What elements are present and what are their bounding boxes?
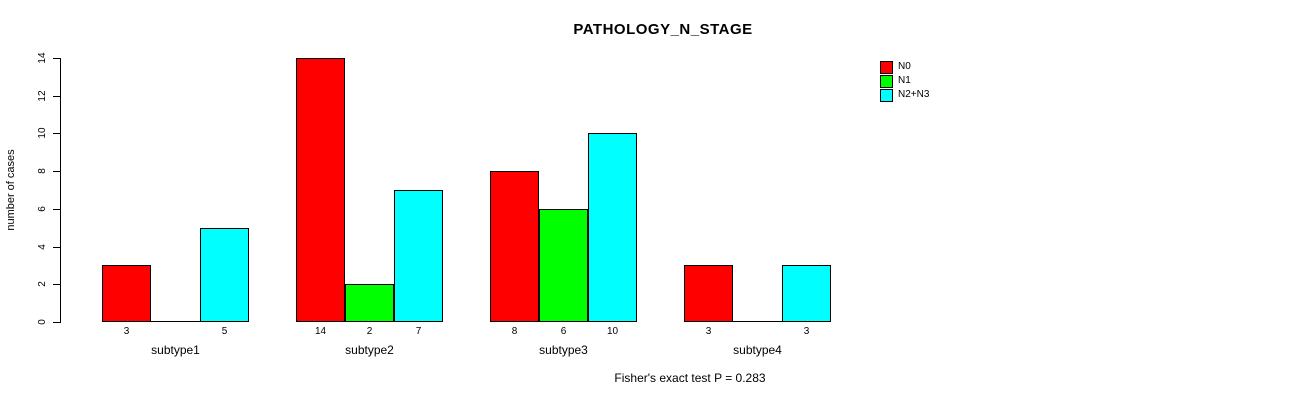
bar-N0-subtype4 xyxy=(684,265,733,322)
chart-title: PATHOLOGY_N_STAGE xyxy=(573,21,753,38)
legend-swatch xyxy=(880,88,893,102)
legend-label: N2+N3 xyxy=(898,89,930,100)
bar-value-label: 2 xyxy=(366,326,373,337)
legend-item-N0: N0 xyxy=(880,60,929,74)
bar-N0-subtype1 xyxy=(102,265,151,322)
y-tick-label: 6 xyxy=(37,206,48,212)
legend-swatch xyxy=(880,74,893,88)
y-tick-mark xyxy=(53,133,60,134)
bar-N2+N3-subtype3 xyxy=(588,133,637,322)
y-tick-mark xyxy=(53,58,60,59)
legend-item-N2+N3: N2+N3 xyxy=(880,88,930,102)
bar-value-label: 7 xyxy=(415,326,422,337)
bar-value-label: 14 xyxy=(314,326,327,337)
y-tick-mark xyxy=(53,96,60,97)
y-tick-mark xyxy=(53,322,60,323)
y-tick-label: 12 xyxy=(37,90,48,102)
legend: N0 N1 N2+N3 xyxy=(880,60,930,103)
bar-value-label: 3 xyxy=(705,326,712,337)
bar-N1-subtype4-zero xyxy=(733,321,782,322)
category-label-subtype1: subtype1 xyxy=(151,343,200,357)
bar-N1-subtype2 xyxy=(345,284,394,322)
bar-value-label: 10 xyxy=(606,326,619,337)
y-tick-label: 2 xyxy=(37,281,48,287)
y-tick-mark xyxy=(53,209,60,210)
legend-swatch xyxy=(880,60,893,74)
category-label-subtype4: subtype4 xyxy=(733,343,782,357)
y-tick-label: 10 xyxy=(37,127,48,139)
bar-value-label: 6 xyxy=(560,326,567,337)
bar-N2+N3-subtype4 xyxy=(782,265,831,322)
bar-N2+N3-subtype2 xyxy=(394,190,443,322)
y-tick-label: 14 xyxy=(37,52,48,64)
bar-N2+N3-subtype1 xyxy=(200,228,249,322)
y-axis-line xyxy=(60,58,61,323)
bar-N0-subtype3 xyxy=(490,171,539,322)
y-tick-label: 0 xyxy=(37,319,48,325)
legend-item-N1: N1 xyxy=(880,74,929,88)
bar-value-label: 3 xyxy=(803,326,810,337)
y-axis-label: number of cases xyxy=(5,149,17,231)
y-tick-label: 8 xyxy=(37,168,48,174)
bar-value-label: 3 xyxy=(123,326,130,337)
legend-label: N0 xyxy=(898,61,911,72)
y-tick-mark xyxy=(53,171,60,172)
annotation-fisher-test: Fisher's exact test P = 0.283 xyxy=(614,371,766,385)
y-tick-mark xyxy=(53,284,60,285)
category-label-subtype3: subtype3 xyxy=(539,343,588,357)
y-tick-label: 4 xyxy=(37,244,48,250)
bar-N0-subtype2 xyxy=(296,58,345,322)
y-tick-mark xyxy=(53,247,60,248)
bar-N1-subtype3 xyxy=(539,209,588,322)
bar-value-label: 8 xyxy=(511,326,518,337)
bar-N1-subtype1-zero xyxy=(151,321,200,322)
bar-value-label: 5 xyxy=(221,326,228,337)
category-label-subtype2: subtype2 xyxy=(345,343,394,357)
legend-label: N1 xyxy=(898,75,911,86)
